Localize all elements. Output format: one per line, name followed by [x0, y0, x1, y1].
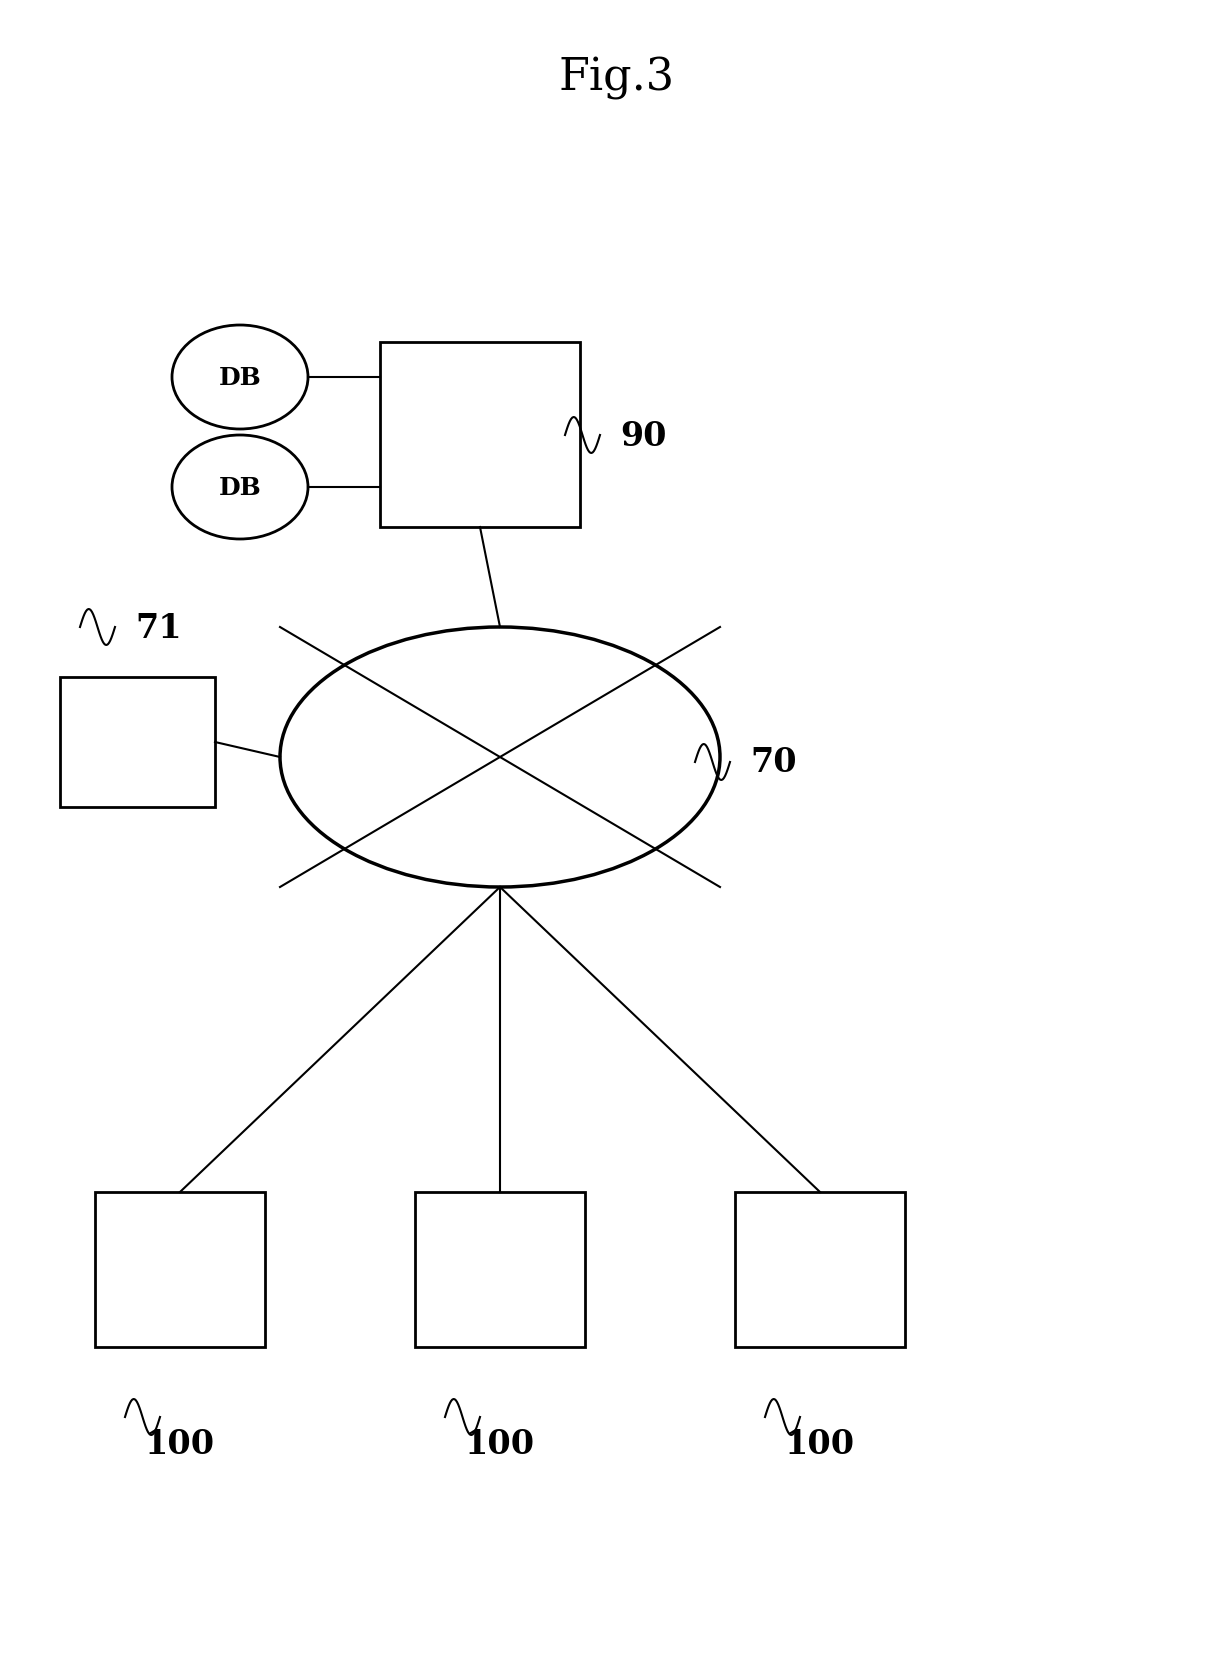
Text: 71: 71 [136, 611, 181, 645]
Text: Fig.3: Fig.3 [558, 56, 674, 99]
Text: DB: DB [218, 476, 261, 500]
Bar [379, 343, 580, 527]
Bar [415, 1193, 585, 1347]
Bar [736, 1193, 906, 1347]
Bar [60, 678, 216, 807]
Text: 90: 90 [620, 419, 667, 452]
Text: 70: 70 [750, 746, 797, 779]
Text: DB: DB [218, 366, 261, 389]
Text: 100: 100 [145, 1427, 216, 1460]
Text: 100: 100 [464, 1427, 535, 1460]
Text: 100: 100 [785, 1427, 855, 1460]
Bar [95, 1193, 265, 1347]
